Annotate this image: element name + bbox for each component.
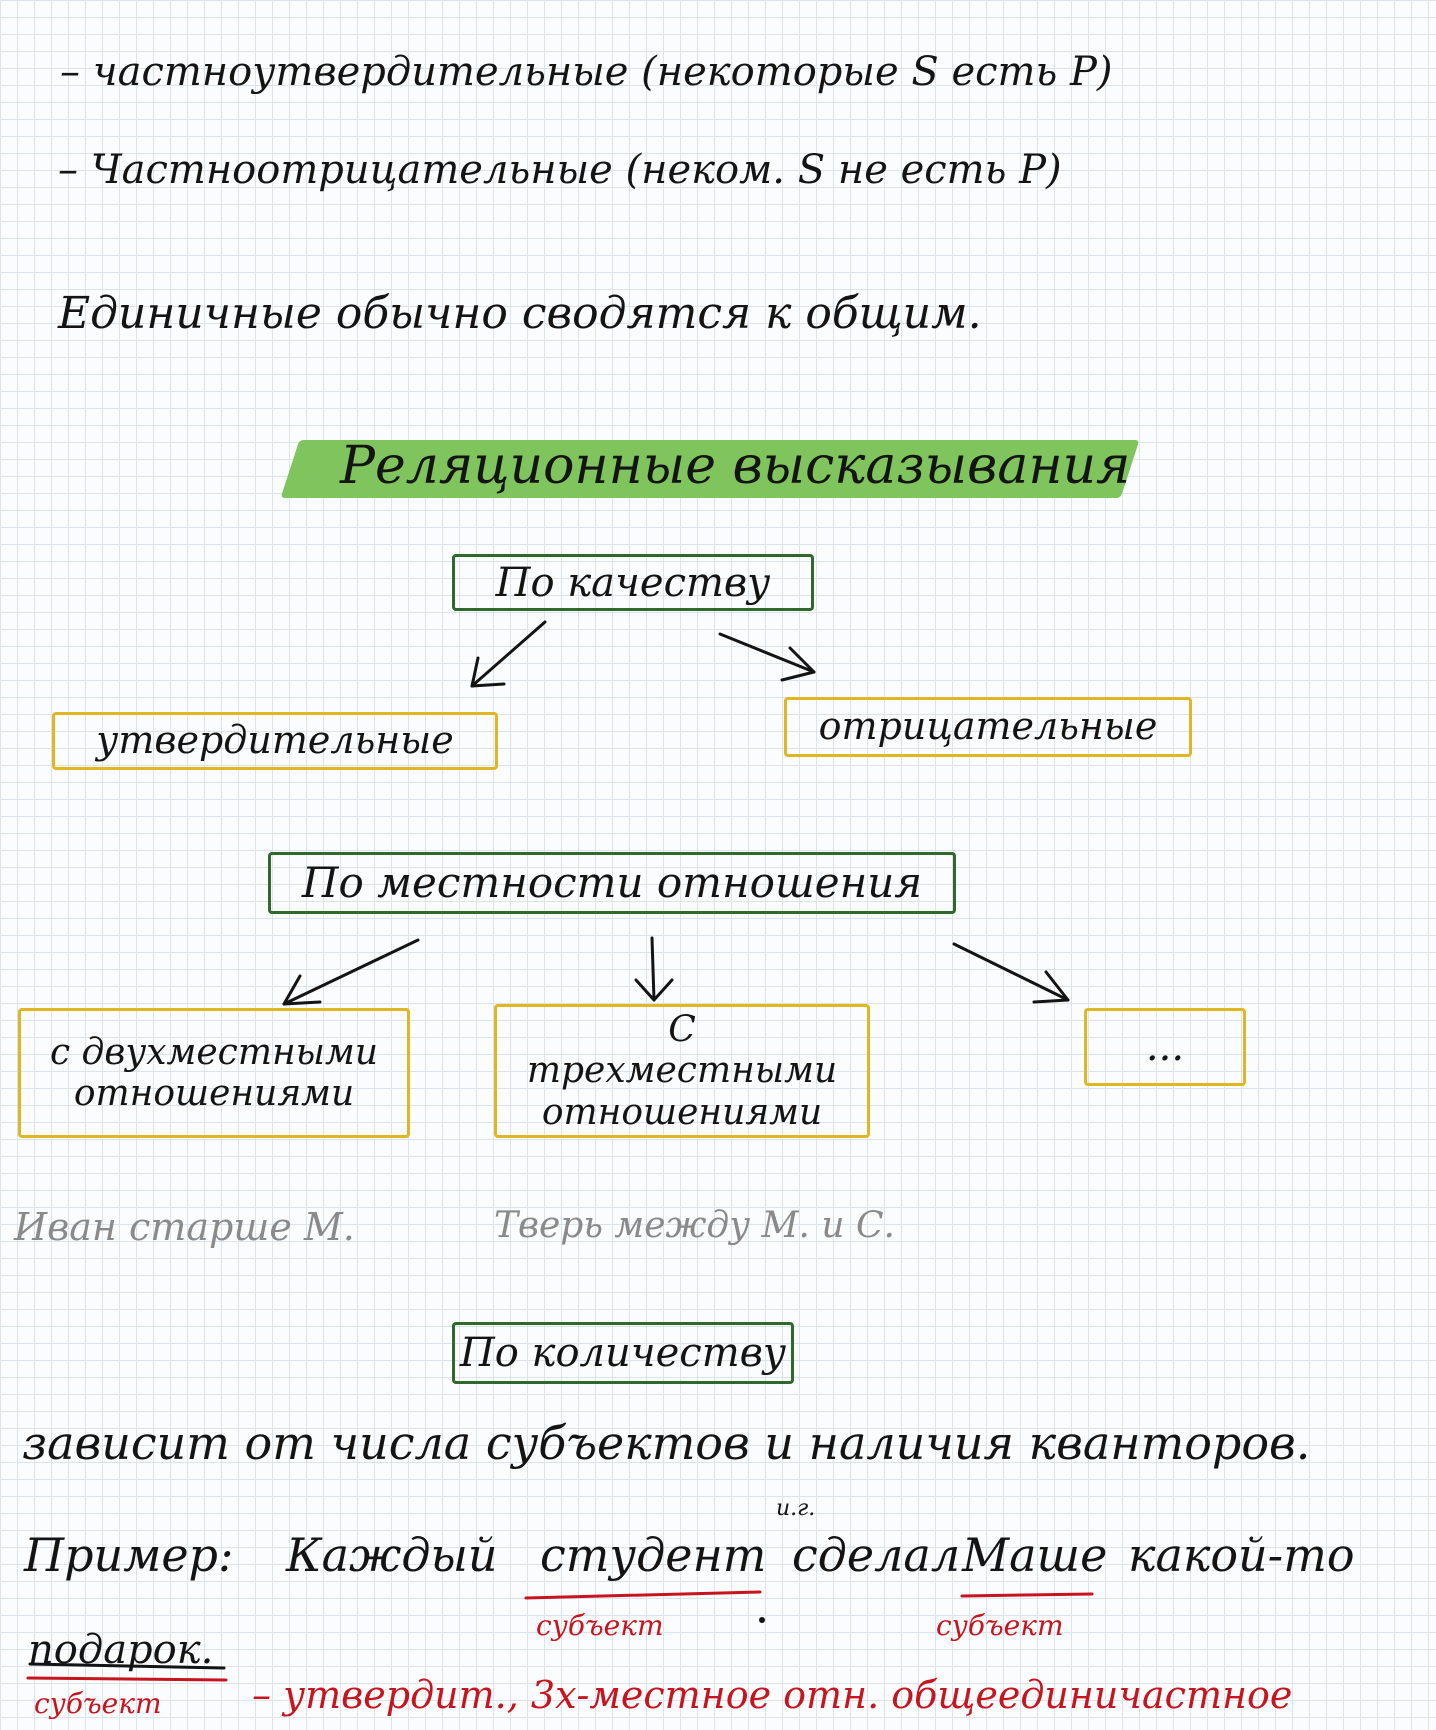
other-relation-box: ... (1084, 1008, 1246, 1086)
subject-underlines (26, 1590, 1094, 1682)
affirmative-box: утвердительные (52, 712, 498, 770)
ternary-relation-label: С трехместными отношениями (526, 1008, 838, 1133)
binary-example: Иван старше М. (14, 1205, 355, 1249)
ternary-example: Тверь между М. и С. (494, 1205, 895, 1246)
example-prefix: Пример: (24, 1528, 234, 1582)
arrow-to-affirmative (470, 620, 547, 688)
arrow-to-negative (718, 632, 816, 682)
subject-label-2: субъект (936, 1609, 1064, 1642)
quantity-title: По количеству (459, 1330, 787, 1376)
ternary-relation-box: С трехместными отношениями (494, 1004, 870, 1138)
conclusion-text: – утвердит., 3х-местное отн. общеединича… (252, 1673, 1293, 1717)
underline-gift (28, 1662, 226, 1670)
ig-mark: и.г. (776, 1496, 816, 1521)
quality-title-box: По качеству (452, 554, 814, 611)
example-word-made: сделал (792, 1528, 961, 1582)
example-word-student: студент (540, 1528, 767, 1582)
arity-title-box: По местности отношения (268, 852, 956, 914)
subject-label-3: субъект (34, 1687, 162, 1720)
other-relation-label: ... (1145, 1024, 1185, 1070)
example-word-masha: Маше (962, 1528, 1108, 1582)
affirmative-label: утвердительные (96, 718, 454, 763)
note-line-3: Единичные обычно сводятся к общим. (58, 288, 982, 339)
quantity-title-box: По количеству (452, 1322, 794, 1384)
arrow-to-ternary (634, 936, 674, 1002)
example-word-some: какой-то (1128, 1528, 1355, 1582)
subject-label-1: субъект (536, 1609, 664, 1642)
quality-title: По качеству (495, 559, 771, 606)
note-line-1: – частноутвердительные (некоторые S есть… (60, 49, 1113, 95)
binary-relation-label: с двухместными отношениями (49, 1031, 379, 1114)
negative-box: отрицательные (784, 697, 1192, 757)
arrow-to-other (952, 942, 1070, 1004)
example-word-every: Каждый (286, 1528, 498, 1582)
negative-label: отрицательные (818, 704, 1158, 749)
arrow-to-binary (282, 938, 420, 1006)
note-line-2: – Частноотрицательные (неком. S не есть … (58, 147, 1062, 193)
heading-title: Реляционные высказывания (340, 436, 1131, 496)
binary-relation-box: с двухместными отношениями (18, 1008, 410, 1138)
quantity-description: зависит от числа субъектов и наличия ква… (22, 1416, 1311, 1470)
dot-mark (759, 1617, 765, 1623)
arity-title: По местности отношения (301, 857, 923, 907)
